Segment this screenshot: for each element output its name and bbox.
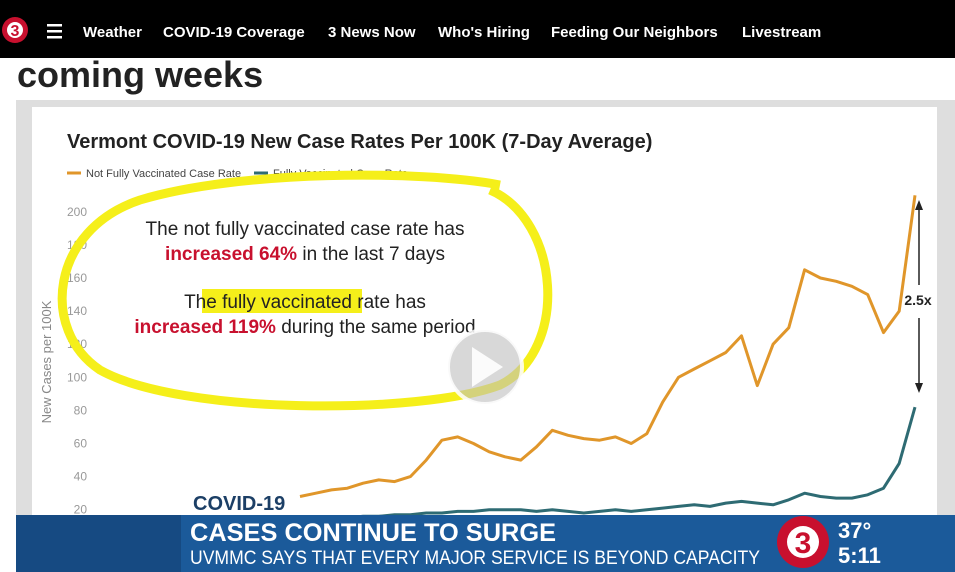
logo[interactable]: 3 bbox=[2, 17, 28, 43]
annotation-highlight: fully vaccinated bbox=[222, 292, 352, 313]
y-tick-label: 80 bbox=[74, 403, 88, 417]
headline: coming weeks bbox=[17, 54, 263, 95]
y-tick-label: 160 bbox=[67, 271, 87, 285]
nav-item[interactable]: Weather bbox=[83, 24, 142, 41]
logo-text: 3 bbox=[11, 23, 20, 40]
highlight bbox=[202, 289, 362, 313]
y-axis-label: New Cases per 100K bbox=[39, 300, 54, 423]
temperature: 37° bbox=[838, 518, 871, 543]
y-tick-label: 100 bbox=[67, 370, 87, 384]
lower-third-headline: CASES CONTINUE TO SURGE bbox=[190, 519, 556, 547]
y-tick-label: 40 bbox=[74, 470, 88, 484]
nav-item[interactable]: Livestream bbox=[742, 24, 821, 41]
nav-item[interactable]: COVID-19 Coverage bbox=[163, 24, 305, 41]
nav-item[interactable]: 3 News Now bbox=[328, 24, 416, 41]
annotation-text: The not fully vaccinated case rate has bbox=[146, 219, 465, 240]
lower-third-subhead: UVMMC SAYS THAT EVERY MAJOR SERVICE IS B… bbox=[190, 548, 760, 569]
play-button[interactable] bbox=[446, 328, 524, 406]
annotation-text: rate has bbox=[357, 292, 426, 313]
arrow-head bbox=[915, 200, 923, 210]
annotation-text: in the last 7 days bbox=[302, 244, 445, 265]
legend-label: Not Fully Vaccinated Case Rate bbox=[86, 168, 241, 180]
circle-scribble bbox=[57, 170, 553, 411]
lower-third-left bbox=[16, 515, 181, 572]
multiplier-label: 2.5x bbox=[904, 292, 931, 308]
chart-title: Vermont COVID-19 New Case Rates Per 100K… bbox=[67, 131, 652, 153]
annotation-bold: increased 119% bbox=[134, 317, 276, 338]
video-player[interactable]: Vermont COVID-19 New Case Rates Per 100K… bbox=[16, 100, 955, 572]
annotation-bold: increased 64% bbox=[165, 244, 297, 265]
annotation-text: The bbox=[184, 292, 217, 313]
nav-item[interactable]: Who's Hiring bbox=[438, 24, 530, 41]
y-tick-label: 140 bbox=[67, 304, 87, 318]
arrow-head bbox=[915, 383, 923, 393]
menu-icon[interactable] bbox=[47, 24, 62, 39]
series-line bbox=[299, 195, 917, 498]
logo-inner bbox=[787, 526, 819, 558]
annotation-text: The fully vaccinated rate has bbox=[184, 292, 426, 313]
y-tick-label: 20 bbox=[74, 503, 88, 517]
annotation-text: increased 64% in the last 7 days bbox=[165, 244, 445, 265]
y-tick-label: 60 bbox=[74, 437, 88, 451]
logo-text: 3 bbox=[795, 527, 812, 560]
clock: 5:11 bbox=[838, 543, 881, 568]
annotation-text: during the same period bbox=[281, 317, 475, 338]
y-tick-label: 200 bbox=[67, 205, 87, 219]
annotation-text: increased 119% during the same period bbox=[134, 317, 475, 338]
series-line bbox=[300, 406, 917, 522]
logo-inner bbox=[7, 22, 23, 38]
bug-label: COVID-19 bbox=[193, 493, 285, 515]
nav-bar bbox=[0, 0, 955, 58]
nav-item[interactable]: Feeding Our Neighbors bbox=[551, 24, 718, 41]
